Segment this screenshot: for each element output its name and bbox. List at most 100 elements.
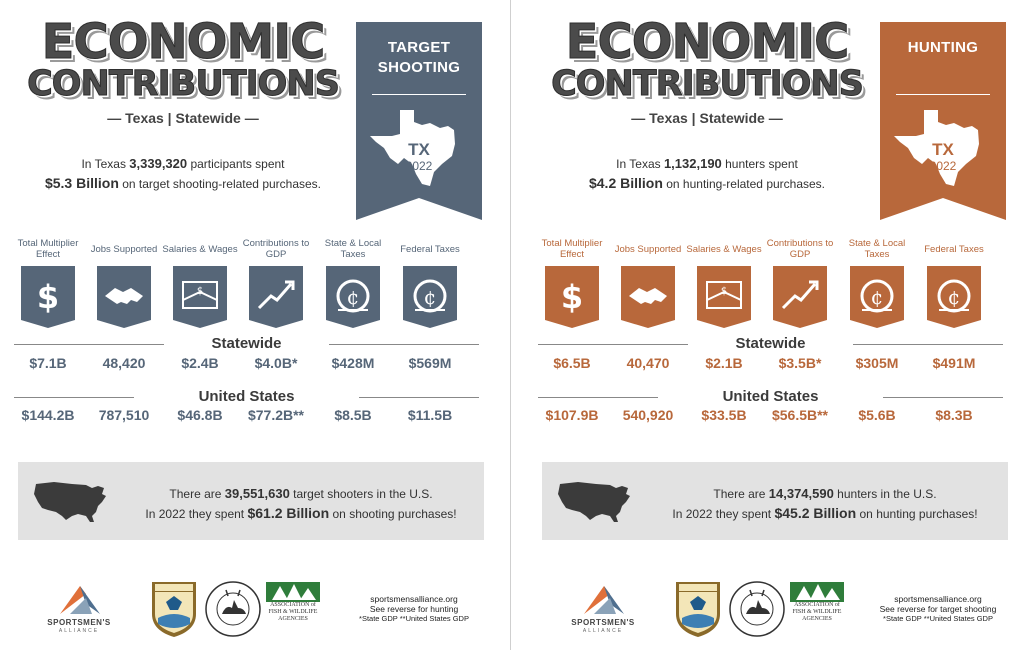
footer-notes: sportsmensalliance.org See reverse for h… [344,594,484,624]
us-values: $107.9B 540,920 $33.5B $56.5B** $5.6B $8.3B [534,407,1014,427]
coin-icon: ¢ [326,266,380,328]
tree-icon [266,582,320,602]
target-shooting-panel: ECONOMIC CONTRIBUTIONS — Texas | Statewi… [4,0,504,650]
wildlife-sport-fish-restoration-logo [729,581,785,637]
statewide-value: 40,470 [626,355,670,371]
statewide-heading: Statewide [14,335,479,353]
metric-icons: Total Multiplier Effect $ Jobs Supported Sa… [10,236,490,336]
coin-icon: ¢ [850,266,904,328]
statewide-heading: Statewide [538,335,1003,353]
reverse-note: See reverse for target shooting [879,604,997,614]
us-value: $8.5B [334,407,372,423]
usa-map-icon [558,482,630,522]
sportsmens-alliance-logo: SPORTSMEN'S ALLIANCE [34,580,124,640]
metric-label: Federal Taxes [924,243,984,255]
summary-text: There are 14,374,590 hunters in the U.S.… [672,486,978,521]
state-abbrev: TX [932,140,954,159]
metric-label: Contributions to GDP [766,238,834,260]
handshake-icon [97,266,151,328]
statewide-value: $2.4B [181,355,219,371]
us-value: $56.5B** [771,407,829,423]
intro-text: In Texas 1,132,190 hunters spent $4.2 Bi… [588,156,826,191]
growth-chart-icon [773,266,827,328]
svg-text:¢: ¢ [347,285,360,309]
national-summary: There are 14,374,590 hunters in the U.S.… [542,462,1008,540]
category-banner: HUNTING TX 2022 [880,22,1006,220]
statewide-value: $305M [855,355,899,371]
us-value: $144.2B [21,407,75,423]
fish-wildlife-service-logo [152,582,196,637]
title-line-1: ECONOMIC [565,14,850,71]
coin-icon: ¢ [927,266,981,328]
reverse-note: See reverse for hunting [369,604,459,614]
usa-map-icon [34,482,106,522]
us-value: $77.2B** [247,407,305,423]
banner-title: HUNTING [907,39,979,56]
statewide-value: $4.0B* [254,355,298,371]
us-value: $33.5B [701,407,747,423]
hunting-panel: ECONOMIC CONTRIBUTIONS — Texas | Statewi… [528,0,1024,650]
statewide-value: $7.1B [29,355,67,371]
svg-text:¢: ¢ [871,285,884,309]
afwa-logo: ASSOCIATION of FISH & WILDLIFE AGENCIES [266,582,320,636]
metric-label: Salaries & Wages [162,243,238,255]
statewide-value: $3.5B* [778,355,822,371]
wildlife-sport-fish-restoration-logo [205,581,261,637]
metric-label: State & Local Taxes [848,238,906,260]
gdp-footnote: *State GDP **United States GDP [883,614,993,623]
statewide-value: 48,420 [102,355,146,371]
title-line-2: CONTRIBUTIONS [27,64,341,105]
intro-text: In Texas 3,339,320 participants spent $5… [44,156,322,191]
us-values: $144.2B 787,510 $46.8B $77.2B** $8.5B $11.5B [10,407,490,427]
banner-rule [896,94,990,95]
us-value: $8.3B [935,407,973,423]
us-value: $11.5B [407,407,453,423]
statewide-values: $6.5B 40,470 $2.1B $3.5B* $305M $491M [534,355,1014,375]
footer-notes: sportsmensalliance.org See reverse for t… [868,594,1008,624]
us-value: $5.6B [858,407,896,423]
texas-map-icon [370,110,455,186]
svg-text:$: $ [561,278,583,316]
statewide-values: $7.1B 48,420 $2.4B $4.0B* $428M $569M [10,355,490,375]
page-divider [510,0,511,650]
report-year: 2022 [405,159,433,173]
fish-wildlife-service-logo [676,582,720,637]
paycheck-icon: $ [697,266,751,328]
us-heading: United States [14,388,479,406]
location-label: — Texas | Statewide — [631,110,783,126]
banner-rule [372,94,466,95]
svg-text:$: $ [197,286,203,297]
website-link[interactable]: sportsmensalliance.org [370,594,458,604]
metric-icons: Total Multiplier Effect $ Jobs Supported Sa… [534,236,1014,336]
metric-label: Federal Taxes [400,243,460,255]
sportsmens-alliance-logo: SPORTSMEN'S ALLIANCE [558,580,648,640]
website-link[interactable]: sportsmensalliance.org [894,594,982,604]
title-line-2: CONTRIBUTIONS [551,64,865,105]
us-value: $46.8B [177,407,223,423]
coin-icon: ¢ [403,266,457,328]
title-line-1: ECONOMIC [41,14,326,71]
statewide-value: $569M [408,355,452,371]
us-value: 540,920 [622,407,674,423]
metric-label: Total Multiplier Effect [541,238,603,260]
paycheck-icon: $ [173,266,227,328]
svg-text:$: $ [37,278,59,316]
dollar-icon: $ [21,266,75,328]
afwa-logo: ASSOCIATION of FISH & WILDLIFE AGENCIES [790,582,844,636]
summary-text: There are 39,551,630 target shooters in … [145,486,457,521]
banner-shape [880,22,1006,220]
metric-label: Salaries & Wages [686,243,762,255]
location-label: — Texas | Statewide — [107,110,259,126]
state-abbrev: TX [408,140,430,159]
mountain-icon [60,586,100,614]
category-banner: TARGET SHOOTING TX 2022 [356,22,482,220]
mountain-icon [584,586,624,614]
national-summary: There are 39,551,630 target shooters in … [18,462,484,540]
metric-label: Total Multiplier Effect [17,238,79,260]
report-year: 2022 [929,159,957,173]
metric-label: Contributions to GDP [242,238,310,260]
svg-text:$: $ [721,286,727,297]
metric-label: Jobs Supported [90,243,158,255]
banner-shape [356,22,482,220]
statewide-value: $428M [331,355,375,371]
